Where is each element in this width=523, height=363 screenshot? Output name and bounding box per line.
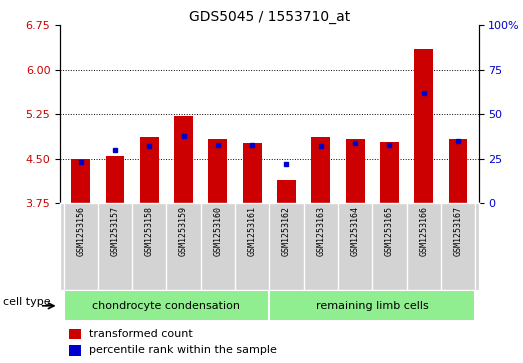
Bar — [174, 116, 193, 203]
Bar — [64, 290, 269, 321]
Text: percentile rank within the sample: percentile rank within the sample — [89, 345, 277, 355]
Text: GSM1253161: GSM1253161 — [248, 206, 257, 256]
Bar — [269, 290, 475, 321]
Text: remaining limb cells: remaining limb cells — [316, 301, 429, 311]
Text: chondrocyte condensation: chondrocyte condensation — [93, 301, 241, 311]
Bar — [346, 139, 365, 203]
Text: GSM1253162: GSM1253162 — [282, 206, 291, 256]
Bar — [243, 143, 262, 203]
Bar — [277, 180, 296, 203]
Text: GSM1253165: GSM1253165 — [385, 206, 394, 256]
Text: GSM1253164: GSM1253164 — [350, 206, 360, 256]
Bar — [71, 159, 90, 203]
Bar — [69, 345, 81, 356]
Bar — [414, 49, 433, 203]
Text: cell type: cell type — [3, 297, 50, 307]
Bar — [380, 142, 399, 203]
Text: GSM1253167: GSM1253167 — [453, 206, 462, 256]
Title: GDS5045 / 1553710_at: GDS5045 / 1553710_at — [189, 11, 350, 24]
Text: GSM1253163: GSM1253163 — [316, 206, 325, 256]
Text: GSM1253166: GSM1253166 — [419, 206, 428, 256]
Text: GSM1253160: GSM1253160 — [213, 206, 222, 256]
Text: GSM1253157: GSM1253157 — [110, 206, 120, 256]
Bar — [449, 139, 468, 203]
Bar — [106, 156, 124, 203]
Text: transformed count: transformed count — [89, 329, 193, 339]
Bar — [209, 139, 228, 203]
Bar — [69, 329, 81, 339]
Bar — [140, 137, 159, 203]
Text: GSM1253156: GSM1253156 — [76, 206, 85, 256]
Text: GSM1253158: GSM1253158 — [145, 206, 154, 256]
Text: GSM1253159: GSM1253159 — [179, 206, 188, 256]
Bar — [311, 137, 330, 203]
